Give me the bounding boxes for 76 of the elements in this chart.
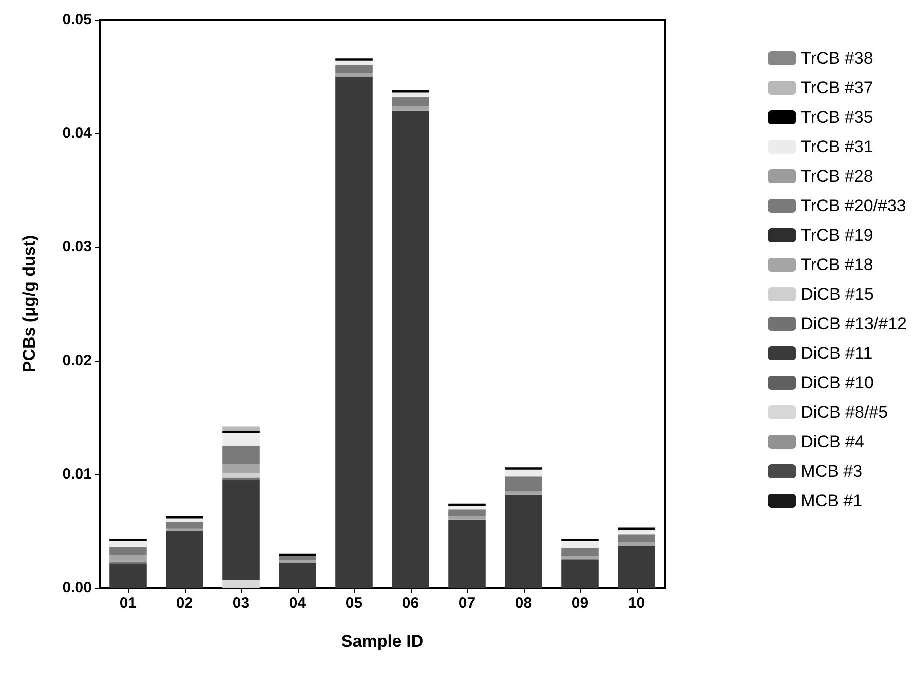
x-axis-title: Sample ID [341, 632, 424, 651]
legend-label: DiCB #10 [801, 374, 874, 392]
bar [222, 431, 260, 434]
legend-label: DiCB #8/#5 [801, 403, 888, 422]
y-tick-label: 0.03 [62, 238, 92, 256]
bar [392, 110, 430, 588]
bar [618, 534, 656, 543]
bar [166, 531, 204, 588]
x-tick-label: 07 [458, 595, 476, 612]
bar [392, 97, 430, 106]
bar [279, 556, 316, 561]
bar [505, 491, 542, 495]
bar [222, 426, 260, 432]
legend-label: TrCB #37 [801, 78, 874, 98]
bar [448, 520, 486, 588]
bar [448, 516, 486, 520]
y-tick-label: 0.00 [62, 580, 92, 596]
bar [336, 65, 373, 74]
bar [618, 530, 656, 535]
bar [222, 434, 260, 446]
x-tick-label: 10 [628, 595, 646, 612]
bar [222, 446, 260, 464]
bar [279, 560, 316, 564]
y-tick-label: 0.01 [62, 466, 92, 483]
bar [279, 563, 316, 588]
bar [110, 547, 147, 556]
bar [110, 564, 147, 588]
x-tick-label: 09 [572, 595, 589, 612]
legend-label: MCB #3 [801, 462, 863, 481]
bar [166, 518, 204, 522]
legend-label: TrCB #31 [801, 138, 874, 156]
y-tick-label: 0.05 [62, 12, 92, 28]
bar [618, 542, 656, 546]
legend-label: TrCB #18 [801, 256, 874, 274]
x-tick-label: 05 [346, 595, 363, 612]
bar [562, 556, 599, 560]
bar [562, 560, 599, 588]
bar [505, 494, 542, 588]
bar [505, 470, 542, 477]
legend-label: TrCB #35 [801, 108, 874, 127]
legend-label: MCB #1 [801, 492, 863, 510]
bar [110, 555, 147, 562]
bar [336, 76, 373, 588]
bar [392, 106, 430, 111]
bar [392, 92, 430, 98]
x-tick-label: 08 [515, 595, 532, 612]
bar [336, 60, 373, 66]
legend-label: TrCB #20/#33 [801, 196, 906, 216]
y-axis-title: PCBs (µg/g dust) [20, 235, 39, 373]
bar [222, 580, 260, 588]
legend-label: DiCB #13/#12 [801, 314, 907, 334]
bar [222, 480, 260, 580]
bar [166, 522, 204, 529]
bar [110, 541, 147, 548]
bar [505, 476, 542, 492]
bar [618, 546, 656, 588]
x-tick-label: 03 [232, 595, 250, 612]
legend-label: DiCB #15 [801, 285, 874, 304]
y-tick-label: 0.04 [62, 125, 93, 142]
legend-label: DiCB #11 [801, 344, 873, 363]
legend-label: TrCB #38 [801, 49, 874, 68]
bar [562, 541, 599, 548]
x-tick-label: 02 [176, 595, 194, 612]
x-tick-label: 04 [289, 595, 307, 612]
bar [448, 506, 486, 510]
x-tick-label: 06 [402, 595, 420, 612]
bar [448, 510, 486, 516]
y-tick-label: 0.02 [62, 352, 92, 370]
bar [562, 548, 599, 556]
legend-label: TrCB #19 [801, 226, 874, 245]
legend-label: TrCB #28 [801, 167, 874, 186]
legend-label: DiCB #4 [801, 432, 864, 452]
bar [222, 464, 260, 474]
bar [336, 73, 373, 77]
bar [222, 473, 260, 478]
x-tick-label: 01 [120, 595, 137, 612]
